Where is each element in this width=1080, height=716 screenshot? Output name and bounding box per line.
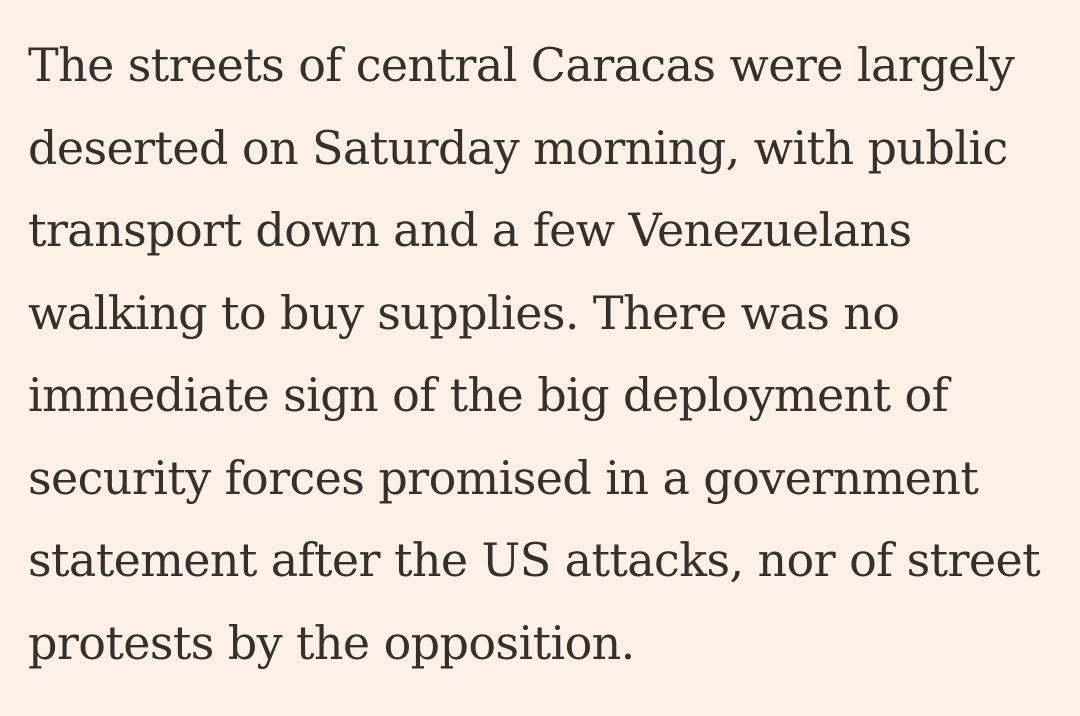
paragraph-line: walking to buy supplies. There was no — [28, 285, 900, 340]
paragraph-line: transport down and a few Venezuelans — [28, 203, 912, 257]
paragraph-line: statement after the US attacks, nor of s… — [28, 533, 1041, 587]
paragraph-line: immediate sign of the big deployment of — [28, 368, 949, 422]
article-paragraph: The streets of central Caracas were larg… — [28, 24, 1073, 684]
paragraph-line: deserted on Saturday morning, with publi… — [28, 120, 1008, 175]
paragraph-line: The streets of central Caracas were larg… — [28, 38, 1015, 92]
paragraph-line: security forces promised in a government — [28, 450, 979, 505]
paragraph-line: protests by the opposition. — [28, 615, 635, 670]
